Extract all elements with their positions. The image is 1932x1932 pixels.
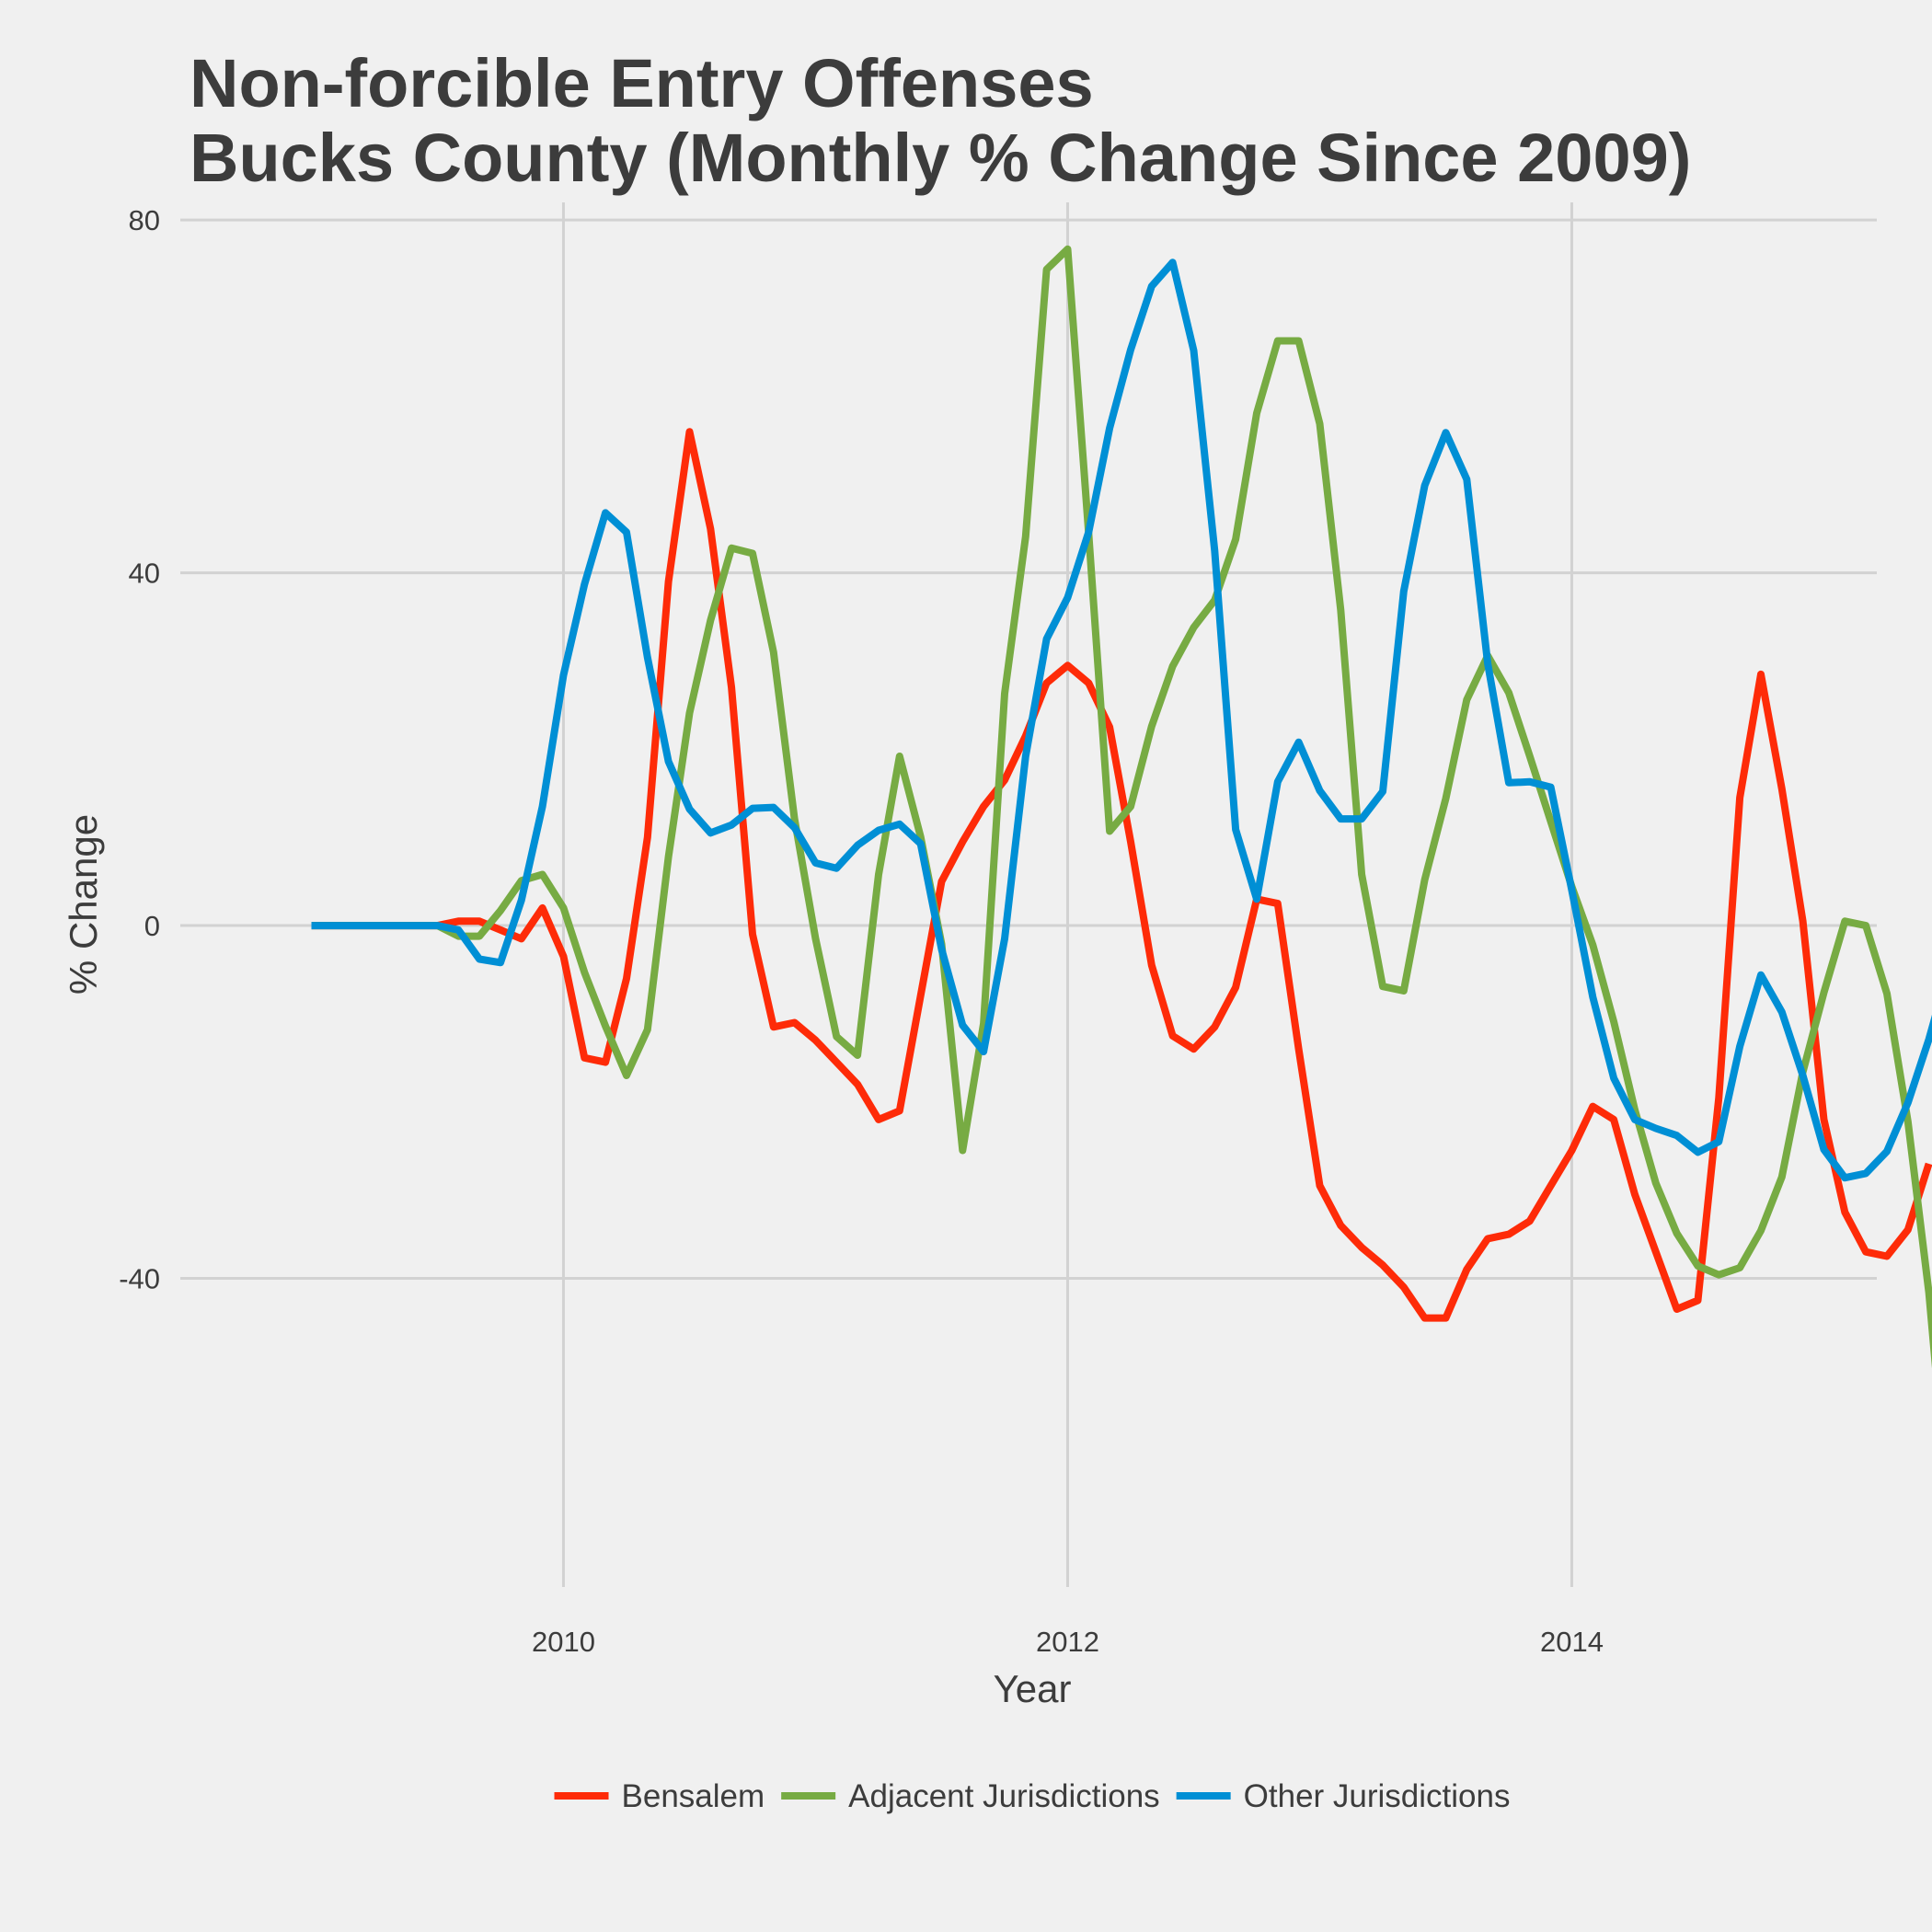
y-tick-label: 80 — [129, 204, 160, 236]
y-tick-label: 40 — [129, 558, 160, 590]
legend-label: Adjacent Jurisdictions — [848, 1778, 1160, 1814]
series-line-bensalem — [311, 428, 1932, 1322]
x-axis-title: Year — [994, 1667, 1072, 1710]
legend-label: Bensalem — [622, 1778, 765, 1814]
x-tick-label: 2012 — [1036, 1626, 1099, 1658]
y-tick-label: -40 — [119, 1262, 160, 1294]
chart-title-line-1: Non-forcible Entry Offenses — [190, 45, 1094, 121]
legend: Bensalem Adjacent Jurisdictions Other Juri… — [554, 1778, 1511, 1814]
y-tick-label: 0 — [144, 910, 160, 942]
x-axis-ticks: 2010 2012 2014 — [532, 1626, 1604, 1658]
series-layer — [311, 245, 1932, 1369]
series-line-other-jurisdictions — [311, 259, 1932, 1182]
x-tick-label: 2014 — [1540, 1626, 1604, 1658]
chart-title-line-2: Bucks County (Monthly % Change Since 200… — [190, 120, 1691, 196]
y-gridlines — [180, 218, 1877, 1280]
y-axis-ticks: 80 40 0 -40 — [119, 204, 160, 1294]
series-line-adjacent-jurisdictions — [311, 245, 1932, 1369]
legend-label: Other Jurisdictions — [1244, 1778, 1511, 1814]
y-axis-title: % Change — [62, 814, 105, 995]
x-tick-label: 2010 — [532, 1626, 595, 1658]
